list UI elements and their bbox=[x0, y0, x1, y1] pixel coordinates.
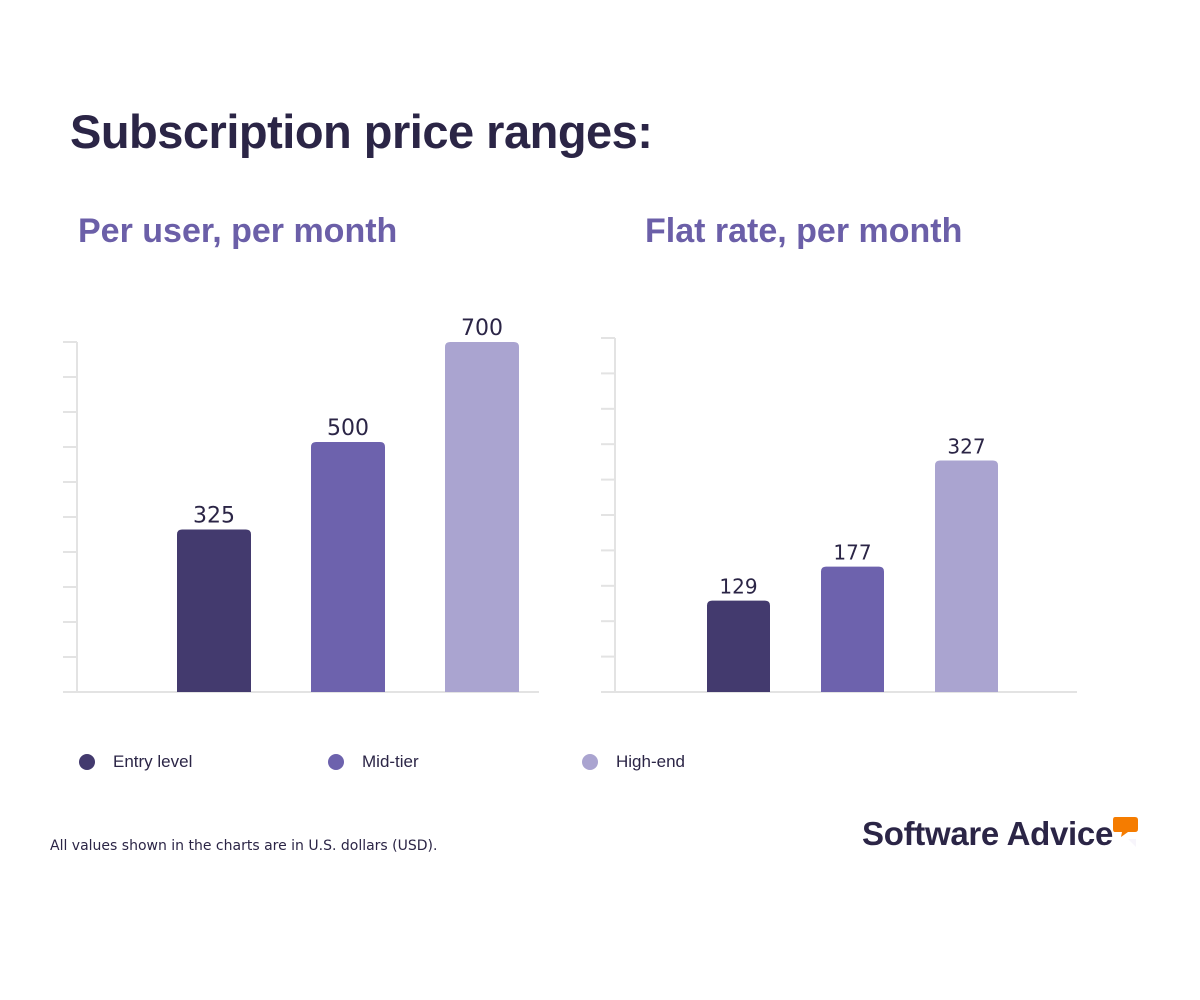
bar-high-end bbox=[935, 460, 998, 692]
legend-dot-mid-tier bbox=[328, 754, 344, 770]
brand-logo-text: Software Advice bbox=[862, 815, 1114, 852]
footnote: All values shown in the charts are in U.… bbox=[50, 838, 438, 854]
page-title: Subscription price ranges: bbox=[70, 105, 653, 158]
bar-entry-level bbox=[177, 529, 251, 692]
chart-title-flat-rate: Flat rate, per month bbox=[645, 212, 963, 250]
chart-flat-rate: 129 177 327 bbox=[601, 337, 1077, 693]
speech-bubble-icon bbox=[1113, 817, 1138, 847]
bar-mid-tier bbox=[821, 566, 884, 692]
legend-dot-entry-level bbox=[79, 754, 95, 770]
data-label-high-end: 327 bbox=[947, 434, 985, 458]
data-label-mid-tier: 177 bbox=[833, 541, 871, 565]
chart-per-user: 325 500 700 bbox=[63, 316, 539, 693]
bar-high-end bbox=[445, 342, 519, 692]
data-label-entry-level: 325 bbox=[193, 504, 235, 529]
data-label-entry-level: 129 bbox=[719, 575, 757, 599]
data-label-mid-tier: 500 bbox=[327, 416, 369, 441]
legend-dot-high-end bbox=[582, 754, 598, 770]
legend-label-high-end: High-end bbox=[616, 752, 685, 771]
data-label-high-end: 700 bbox=[461, 316, 503, 341]
legend-label-entry-level: Entry level bbox=[113, 752, 193, 771]
legend-label-mid-tier: Mid-tier bbox=[362, 752, 419, 771]
bar-mid-tier bbox=[311, 442, 385, 692]
bar-entry-level bbox=[707, 600, 770, 692]
chart-title-per-user: Per user, per month bbox=[78, 212, 398, 250]
